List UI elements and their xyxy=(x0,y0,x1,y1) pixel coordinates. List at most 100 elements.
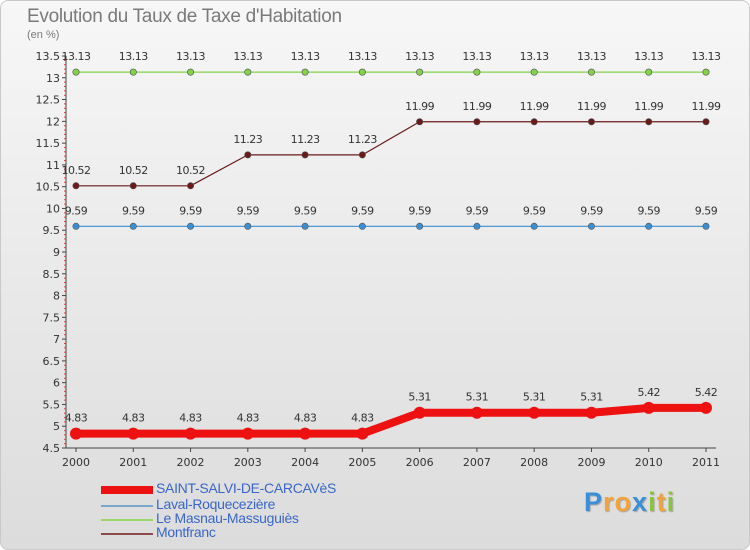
y-tick-label: 7.5 xyxy=(43,311,61,324)
data-point xyxy=(702,118,710,126)
series-line-0 xyxy=(72,403,710,438)
data-point xyxy=(244,151,252,159)
data-label: 13.13 xyxy=(119,50,148,63)
data-point xyxy=(473,118,481,126)
data-point xyxy=(416,118,424,126)
logo-letter: t xyxy=(656,487,667,517)
data-label: 10.52 xyxy=(62,164,91,177)
logo-letter: o xyxy=(614,487,633,517)
data-point xyxy=(301,68,309,76)
y-tick-label: 11 xyxy=(46,159,60,172)
data-label: 9.59 xyxy=(408,204,431,217)
data-label: 9.59 xyxy=(179,204,202,217)
y-tick-label: 12.5 xyxy=(36,94,61,107)
logo-letter: r xyxy=(603,487,615,517)
data-point xyxy=(528,406,541,419)
legend-swatch xyxy=(101,519,153,521)
data-label: 11.23 xyxy=(348,133,377,146)
legend-label: Le Masnau-Massuguiès xyxy=(156,510,299,526)
x-tick-label: 2008 xyxy=(520,456,548,469)
data-point xyxy=(301,222,309,230)
y-tick-label: 13.5 xyxy=(36,50,61,63)
axes: 4.5 5 5.5 6 6.5 7 7.5 8 8.5 9 9.5 10 10.5 11 11.5 12 12.… xyxy=(36,50,721,469)
data-point xyxy=(645,222,653,230)
y-tick-label: 9.5 xyxy=(43,224,61,237)
data-label: 4.83 xyxy=(237,412,260,425)
y-tick-label: 5 xyxy=(53,420,60,433)
data-point xyxy=(470,406,483,419)
data-point xyxy=(129,68,137,76)
data-point xyxy=(356,427,369,440)
y-tick-label: 13 xyxy=(46,72,60,85)
data-point xyxy=(413,406,426,419)
data-label: 9.59 xyxy=(580,204,603,217)
data-label: 9.59 xyxy=(695,204,718,217)
data-point xyxy=(645,118,653,126)
x-tick-label: 2007 xyxy=(463,456,491,469)
data-point xyxy=(473,68,481,76)
data-point xyxy=(72,182,80,190)
data-label: 11.99 xyxy=(405,100,434,113)
x-tick-label: 2010 xyxy=(635,456,663,469)
data-label: 13.13 xyxy=(176,50,205,63)
data-label: 13.13 xyxy=(520,50,549,63)
data-label: 11.99 xyxy=(520,100,549,113)
data-label: 11.99 xyxy=(634,100,663,113)
data-point xyxy=(587,222,595,230)
data-label: 9.59 xyxy=(122,204,145,217)
data-point xyxy=(72,68,80,76)
data-label: 5.42 xyxy=(637,386,660,399)
data-point xyxy=(187,222,195,230)
y-tick-label: 6.5 xyxy=(43,355,61,368)
data-label: 13.13 xyxy=(692,50,721,63)
y-tick-label: 4.5 xyxy=(43,442,61,455)
data-point xyxy=(585,406,598,419)
data-label: 9.59 xyxy=(466,204,489,217)
y-tick-label: 11.5 xyxy=(36,137,61,150)
data-point xyxy=(129,222,137,230)
data-label: 9.59 xyxy=(637,204,660,217)
data-point xyxy=(587,68,595,76)
x-tick-label: 2003 xyxy=(234,456,262,469)
data-label: 4.83 xyxy=(351,412,374,425)
data-point xyxy=(473,222,481,230)
data-point xyxy=(702,222,710,230)
x-tick-label: 2011 xyxy=(692,456,720,469)
y-tick-label: 10 xyxy=(46,202,60,215)
data-label: 5.31 xyxy=(523,391,546,404)
data-label: 13.13 xyxy=(634,50,663,63)
data-point xyxy=(416,68,424,76)
legend-label: SAINT-SALVI-DE-CARCAVèS xyxy=(156,480,337,496)
series-line-3 xyxy=(75,121,707,187)
data-label: 13.13 xyxy=(405,50,434,63)
data-label: 11.99 xyxy=(692,100,721,113)
x-tick-label: 2004 xyxy=(291,456,319,469)
data-point xyxy=(72,222,80,230)
chart-title: Evolution du Taux de Taxe d'Habitation xyxy=(27,6,342,27)
data-label: 4.83 xyxy=(179,412,202,425)
y-tick-label: 12 xyxy=(46,115,60,128)
legend-label: Montfranc xyxy=(156,524,216,540)
data-label: 9.59 xyxy=(523,204,546,217)
data-label: 13.13 xyxy=(462,50,491,63)
data-point xyxy=(358,68,366,76)
data-label: 10.52 xyxy=(176,164,205,177)
x-tick-label: 2000 xyxy=(62,456,90,469)
logo-letter: P xyxy=(584,487,604,517)
data-label: 5.31 xyxy=(580,391,603,404)
data-label: 13.13 xyxy=(233,50,262,63)
series-layer xyxy=(70,68,712,440)
y-tick-label: 7 xyxy=(53,333,60,346)
y-tick-label: 9 xyxy=(53,246,60,259)
data-point xyxy=(530,222,538,230)
proxiti-logo: Proxiti xyxy=(584,487,675,518)
data-label: 4.83 xyxy=(65,412,88,425)
x-tick-label: 2006 xyxy=(406,456,434,469)
data-point xyxy=(244,222,252,230)
data-label: 13.13 xyxy=(62,50,91,63)
data-point xyxy=(70,427,82,440)
legend-label: Laval-Roquecezière xyxy=(156,496,276,512)
data-point xyxy=(127,427,140,440)
data-label: 13.13 xyxy=(291,50,320,63)
data-point xyxy=(530,118,538,126)
